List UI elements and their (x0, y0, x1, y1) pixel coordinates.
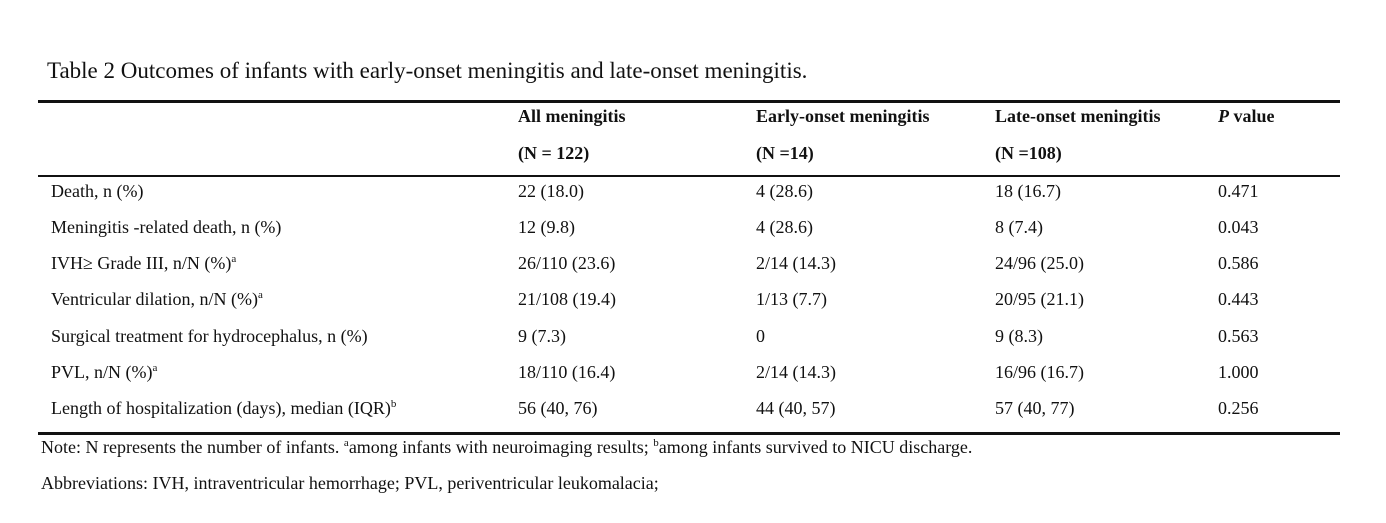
footnote-marker: b (390, 398, 397, 410)
table-note: Note: N represents the number of infants… (41, 436, 972, 458)
bottom-rule (38, 432, 1340, 435)
cell-late: 8 (7.4) (995, 217, 1043, 237)
cell-early: 0 (756, 326, 765, 346)
cell-late: 9 (8.3) (995, 326, 1043, 346)
row-label: Surgical treatment for hydrocephalus, n … (51, 326, 368, 346)
cell-late: 24/96 (25.0) (995, 253, 1084, 273)
cell-late: 16/96 (16.7) (995, 362, 1084, 382)
header-early-n: (N =14) (756, 143, 814, 163)
header-p-italic: P (1218, 106, 1229, 126)
cell-p: 0.471 (1218, 181, 1259, 201)
cell-p: 0.586 (1218, 253, 1259, 273)
abbreviations-note: Abbreviations: IVH, intraventricular hem… (41, 473, 659, 493)
cell-p: 0.043 (1218, 217, 1259, 237)
cell-all: 56 (40, 76) (518, 398, 598, 418)
cell-early: 4 (28.6) (756, 181, 813, 201)
header-all-meningitis: All meningitis (518, 106, 626, 126)
cell-early: 44 (40, 57) (756, 398, 836, 418)
row-label-text: Length of hospitalization (days), median… (51, 398, 391, 418)
header-p-rest: value (1229, 106, 1275, 126)
note-marker-b: b (653, 437, 659, 449)
cell-early: 1/13 (7.7) (756, 289, 827, 309)
header-late-n: (N =108) (995, 143, 1062, 163)
header-late-onset: Late-onset meningitis (995, 106, 1161, 126)
note-marker-a: a (343, 437, 349, 449)
cell-p: 1.000 (1218, 362, 1259, 382)
footnote-marker: a (231, 253, 237, 265)
note-text-a: among infants with neuroimaging results; (348, 437, 654, 457)
cell-early: 2/14 (14.3) (756, 253, 836, 273)
top-rule (38, 100, 1340, 103)
cell-all: 26/110 (23.6) (518, 253, 616, 273)
note-prefix: Note: N represents the number of infants… (41, 437, 344, 457)
footnote-marker: a (257, 289, 263, 301)
header-p-value: P value (1218, 105, 1275, 127)
cell-p: 0.563 (1218, 326, 1259, 346)
cell-all: 22 (18.0) (518, 181, 584, 201)
note-text-b: among infants survived to NICU discharge… (658, 437, 973, 457)
header-rule (38, 175, 1340, 177)
row-label-text: Ventricular dilation, n/N (%) (51, 289, 258, 309)
row-label: PVL, n/N (%)a (51, 361, 157, 383)
header-all-n: (N = 122) (518, 143, 590, 163)
cell-late: 20/95 (21.1) (995, 289, 1084, 309)
row-label: Meningitis -related death, n (%) (51, 217, 282, 237)
cell-p: 0.443 (1218, 289, 1259, 309)
row-label-text: PVL, n/N (%) (51, 362, 153, 382)
footnote-marker: a (152, 362, 158, 374)
cell-early: 2/14 (14.3) (756, 362, 836, 382)
row-label: Death, n (%) (51, 181, 144, 201)
row-label: Ventricular dilation, n/N (%)a (51, 288, 263, 310)
table-caption: Table 2 Outcomes of infants with early-o… (47, 58, 808, 83)
row-label: Length of hospitalization (days), median… (51, 397, 396, 419)
cell-all: 18/110 (16.4) (518, 362, 616, 382)
cell-all: 9 (7.3) (518, 326, 566, 346)
header-early-onset: Early-onset meningitis (756, 106, 930, 126)
cell-all: 21/108 (19.4) (518, 289, 616, 309)
cell-all: 12 (9.8) (518, 217, 575, 237)
cell-p: 0.256 (1218, 398, 1259, 418)
row-label: IVH≥ Grade III, n/N (%)a (51, 252, 236, 274)
row-label-text: IVH≥ Grade III, n/N (%) (51, 253, 232, 273)
cell-early: 4 (28.6) (756, 217, 813, 237)
cell-late: 57 (40, 77) (995, 398, 1075, 418)
cell-late: 18 (16.7) (995, 181, 1061, 201)
